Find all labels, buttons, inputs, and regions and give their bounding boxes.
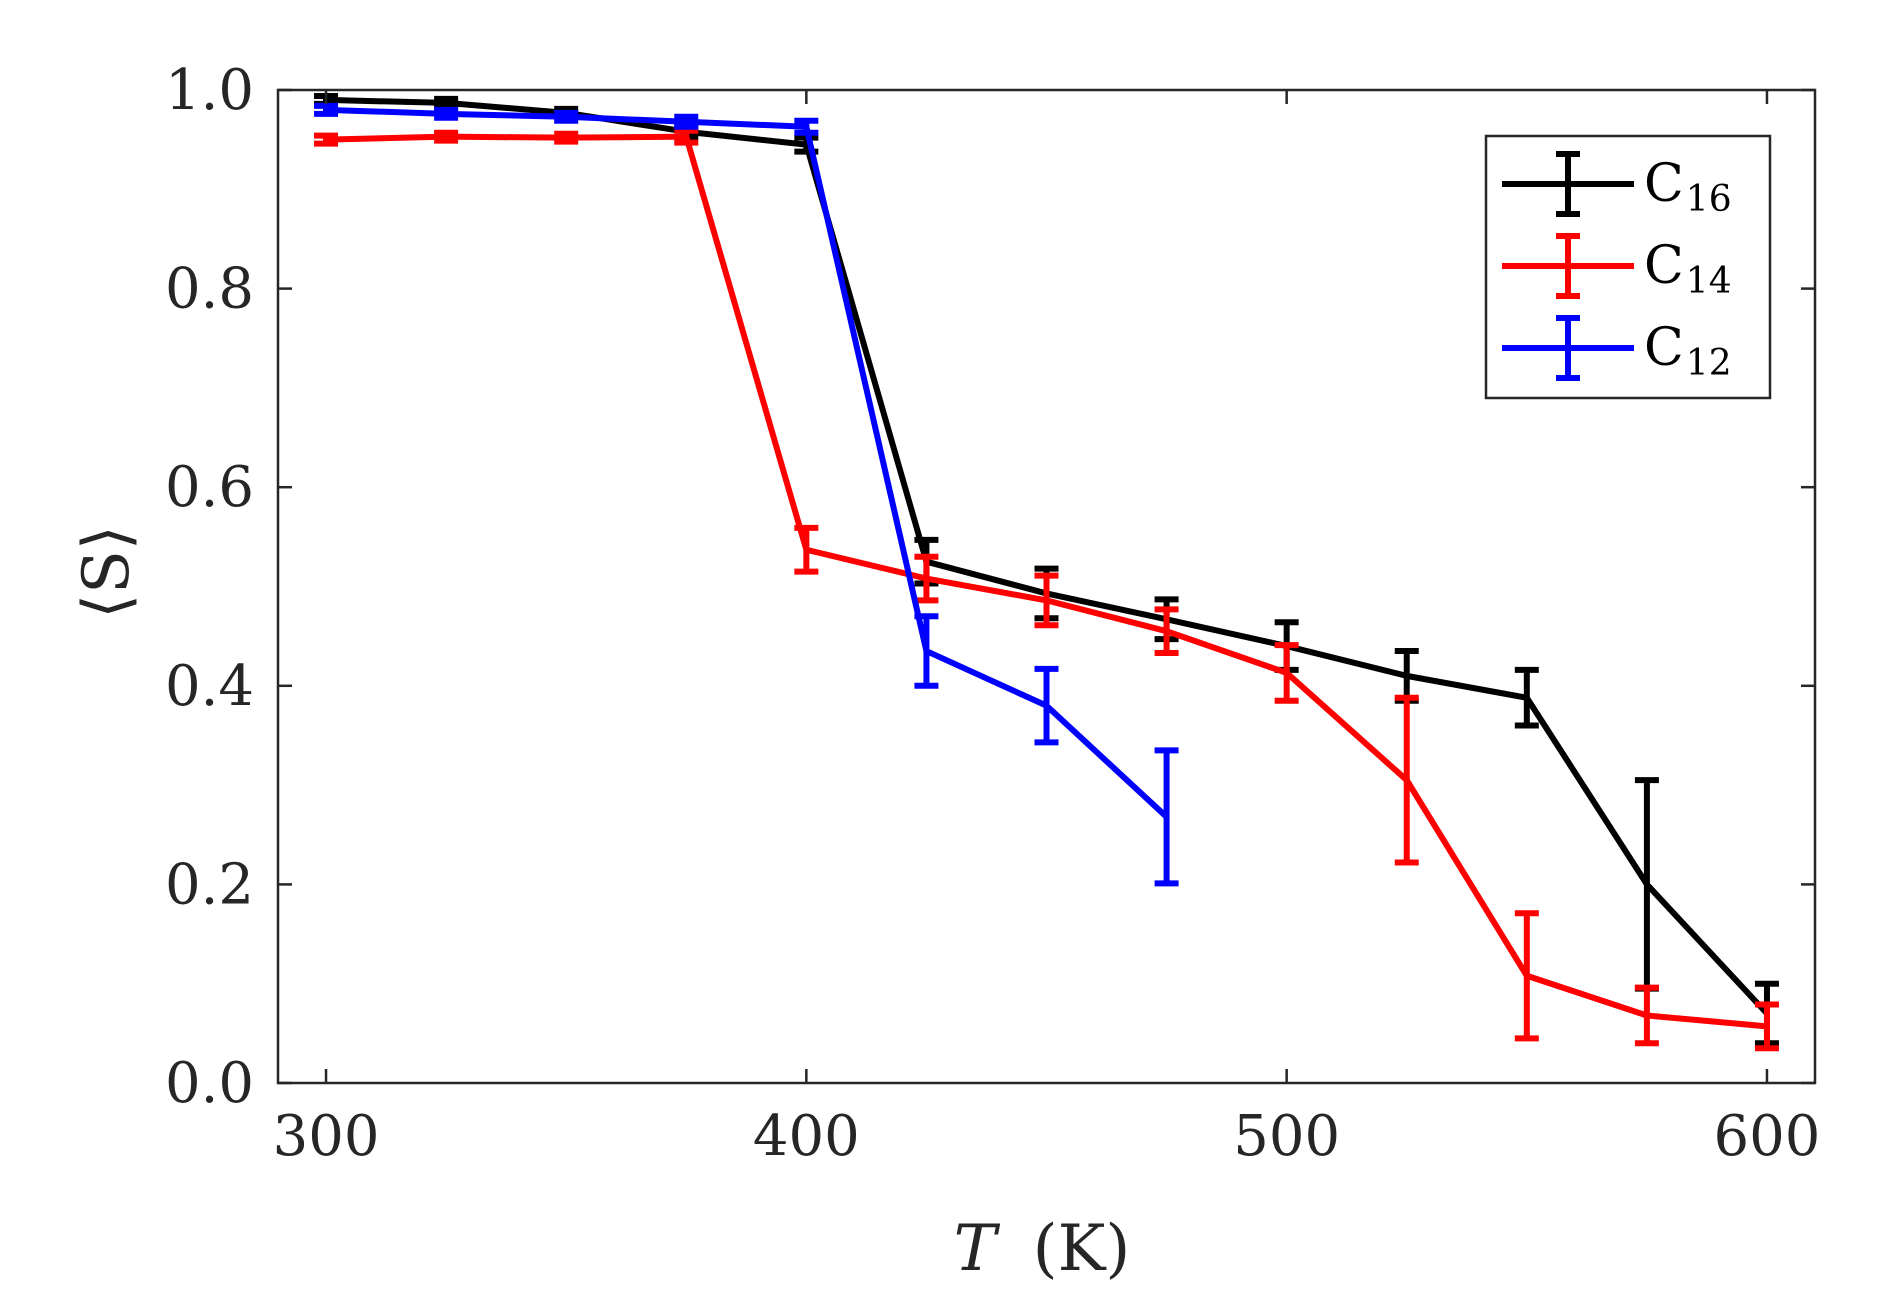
legend-label-sub: 16	[1686, 179, 1732, 220]
error-bar	[1634, 984, 1659, 1047]
error-bar	[914, 613, 939, 689]
error-bar	[674, 113, 699, 130]
error-bar	[1514, 666, 1539, 729]
error-bar	[1034, 665, 1059, 746]
legend-label-main: C	[1644, 154, 1684, 214]
axes-layer: 300 400 500 600 0.0 0.2 0.4 0.6 0.8 1.0	[165, 58, 1820, 1169]
error-bar	[314, 132, 339, 147]
error-bar	[794, 524, 819, 575]
legend-item-C16: C16	[1502, 151, 1732, 220]
y-axis-label: ⟨S⟩	[70, 525, 144, 619]
series-C12	[314, 102, 1179, 887]
error-bar	[914, 553, 939, 604]
x-axis-label-unit: (K)	[1033, 1212, 1131, 1286]
error-bar	[1514, 910, 1539, 1042]
y-tick-label: 1.0	[165, 58, 254, 123]
error-bar	[314, 102, 339, 117]
y-tick-label: 0.4	[165, 654, 254, 719]
legend-label: C12	[1644, 318, 1732, 384]
y-tick-label: 0.0	[165, 1051, 254, 1116]
legend-label: C14	[1644, 236, 1732, 302]
error-bar	[434, 106, 459, 121]
error-bar	[434, 129, 459, 144]
series-C14	[314, 127, 1779, 1052]
x-tick-label: 300	[273, 1104, 380, 1169]
y-tick-label: 0.2	[165, 852, 254, 917]
error-bar	[1154, 606, 1179, 657]
x-axis-label-symbol: T	[954, 1212, 1001, 1286]
error-bar	[1034, 572, 1059, 629]
x-axis-label: T (K)	[954, 1212, 1131, 1286]
error-bar	[1274, 642, 1299, 704]
error-bar	[674, 127, 699, 146]
error-bar	[794, 117, 819, 136]
error-bar	[1394, 694, 1419, 866]
x-tick-label: 500	[1233, 1104, 1340, 1169]
series-line-C12	[323, 106, 1170, 820]
legend-item-C12: C12	[1502, 315, 1732, 384]
error-bar	[554, 109, 579, 124]
legend-label-sub: 14	[1686, 261, 1732, 302]
error-bar	[1754, 1001, 1779, 1052]
y-tick-label: 0.8	[165, 257, 254, 322]
legend-item-C14: C14	[1502, 233, 1732, 302]
x-tick-label: 600	[1714, 1104, 1821, 1169]
series-layer	[314, 92, 1779, 1052]
x-tick-label: 400	[753, 1104, 860, 1169]
legend-label: C16	[1644, 154, 1732, 220]
legend-label-main: C	[1644, 236, 1684, 296]
legend-label-main: C	[1644, 318, 1684, 378]
legend-label-sub: 12	[1686, 343, 1732, 384]
error-bar	[554, 130, 579, 145]
axes-frame	[276, 88, 1817, 1085]
error-bar	[1154, 747, 1179, 887]
y-tick-label: 0.6	[165, 455, 254, 520]
